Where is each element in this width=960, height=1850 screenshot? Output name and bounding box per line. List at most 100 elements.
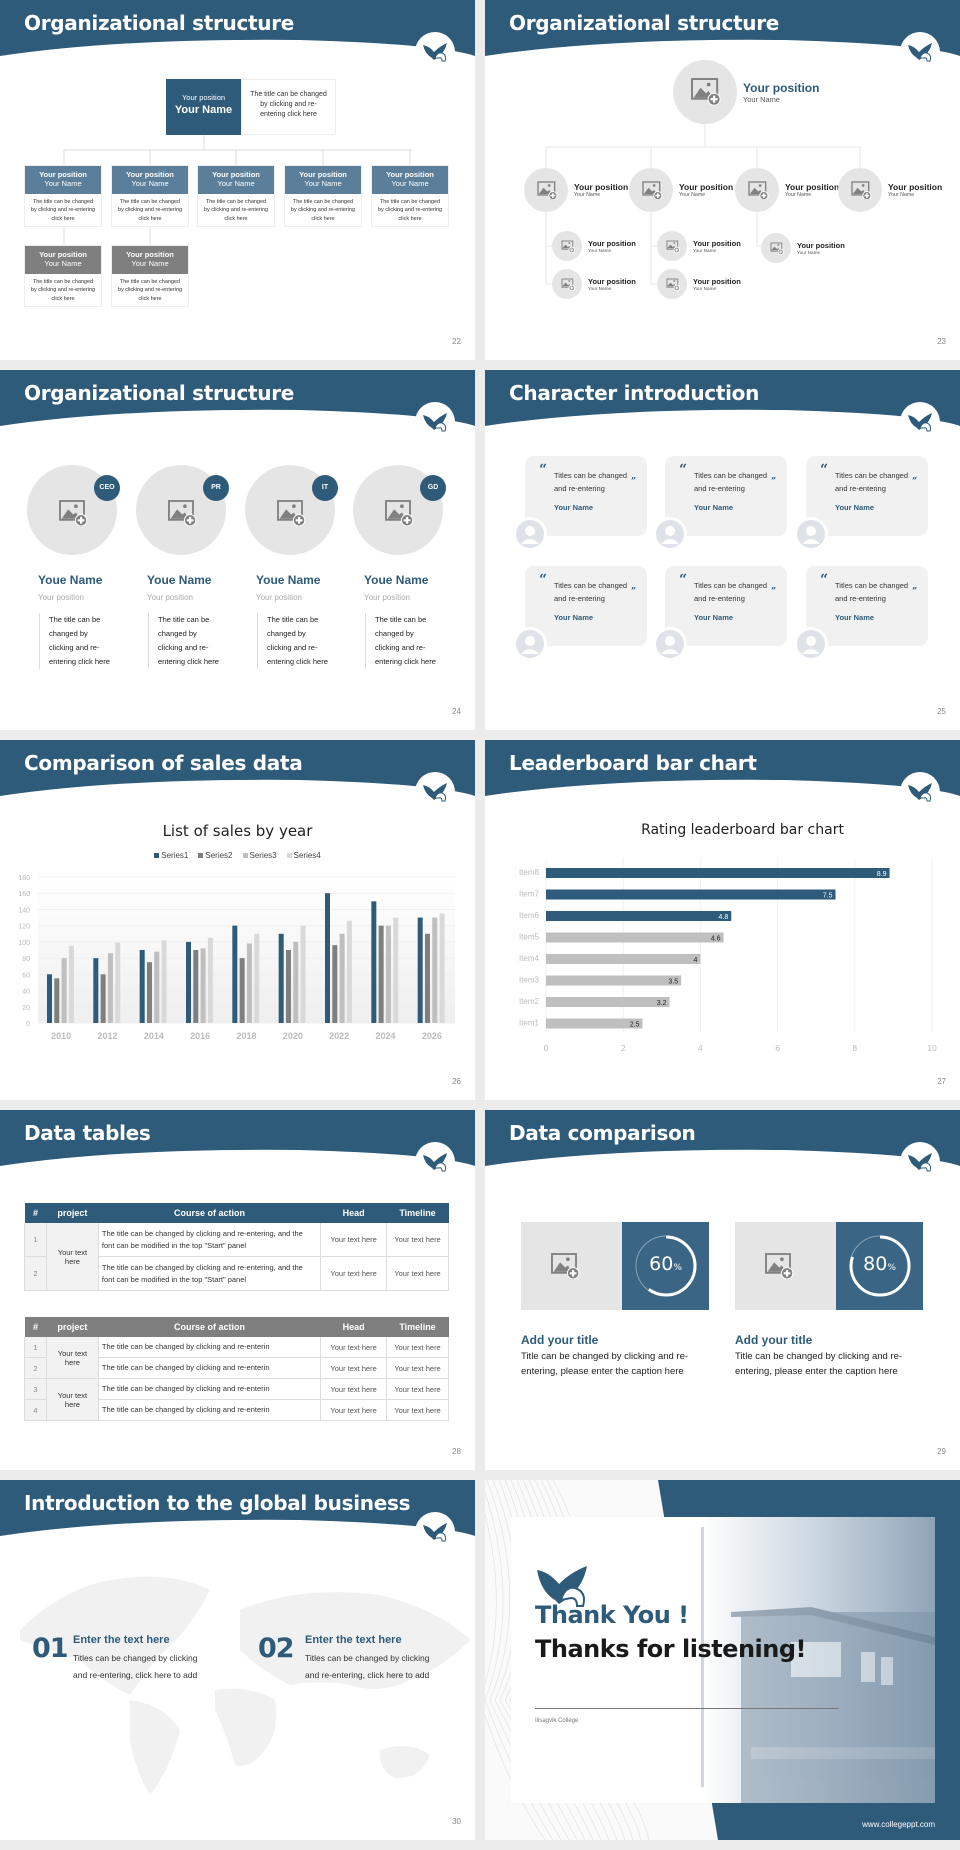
- bar-series4[interactable]: [346, 920, 352, 1023]
- org-card[interactable]: Your position Your Name The title can be c…: [111, 165, 189, 227]
- bar-series2[interactable]: [54, 978, 60, 1023]
- column-header[interactable]: Head: [342, 1321, 365, 1332]
- bar-series2[interactable]: [332, 945, 338, 1023]
- org-card[interactable]: Your position Your Name The title can be c…: [24, 165, 102, 227]
- bar-series2[interactable]: [100, 974, 106, 1023]
- photo-circle[interactable]: [761, 233, 791, 263]
- bar-series3[interactable]: [61, 958, 67, 1023]
- table-row[interactable]: 4 The title can be changed by clicking an…: [24, 1399, 449, 1421]
- photo-circle[interactable]: [629, 168, 673, 212]
- bar[interactable]: [546, 954, 701, 964]
- table-row[interactable]: 2 The title can be changed by clicking an…: [24, 1357, 449, 1379]
- bar-series4[interactable]: [254, 933, 260, 1023]
- photo-circle[interactable]: [657, 269, 687, 299]
- bar-series4[interactable]: [115, 942, 121, 1023]
- bar-series4[interactable]: [161, 940, 167, 1023]
- slide-24[interactable]: Organizational structure 24 CEO Youe Name Yo…: [0, 370, 475, 730]
- column-header[interactable]: Timeline: [399, 1207, 436, 1218]
- quote-card[interactable]: “ Titles can be changed and re-entering” Y…: [806, 566, 928, 646]
- table-row[interactable]: 2 The title can be changed by clicking an…: [24, 1256, 449, 1291]
- quote-card[interactable]: “ Titles can be changed and re-entering” Y…: [525, 566, 647, 646]
- photo-circle[interactable]: [838, 168, 882, 212]
- column-header[interactable]: Head: [342, 1207, 365, 1218]
- slide-26[interactable]: Comparison of sales data 26 List of sales …: [0, 740, 475, 1100]
- org-card[interactable]: Your position Your Name The title can be c…: [284, 165, 362, 227]
- bar-series1[interactable]: [371, 901, 377, 1023]
- org-card[interactable]: Your position Your Name The title can be c…: [24, 245, 102, 307]
- table-row[interactable]: 1 Your text here The title can be changed …: [24, 1336, 449, 1379]
- image-placeholder[interactable]: [735, 1222, 836, 1310]
- top-position-box[interactable]: Your position Your Name: [166, 79, 241, 135]
- bar-series3[interactable]: [385, 925, 391, 1023]
- photo-circle[interactable]: [657, 231, 687, 261]
- column-header[interactable]: #: [32, 1207, 38, 1218]
- bar-series4[interactable]: [439, 913, 445, 1024]
- photo-circle[interactable]: [673, 60, 737, 124]
- column-header[interactable]: Course of action: [174, 1207, 246, 1218]
- org-card[interactable]: Your position Your Name The title can be c…: [371, 165, 449, 227]
- quote-card[interactable]: “ Titles can be changed and re-entering” Y…: [806, 456, 928, 536]
- bar-series3[interactable]: [339, 933, 345, 1023]
- bar-series4[interactable]: [207, 937, 213, 1023]
- bar[interactable]: [546, 932, 724, 943]
- bar[interactable]: [546, 911, 732, 921]
- bar-series4[interactable]: [68, 945, 74, 1023]
- bar-series1[interactable]: [47, 974, 52, 1023]
- legend-item[interactable]: Series2: [198, 851, 233, 860]
- bar-series1[interactable]: [186, 941, 191, 1023]
- slide-31[interactable]: Thank You ! Thanks for listening! Ilisagvi…: [485, 1480, 960, 1840]
- table-row[interactable]: 1 Your text here The title can be changed …: [24, 1222, 449, 1291]
- column-header[interactable]: project: [57, 1321, 88, 1332]
- website-url[interactable]: www.collegeppt.com: [862, 1820, 935, 1829]
- bar[interactable]: [546, 997, 670, 1007]
- column-header[interactable]: #: [32, 1321, 38, 1332]
- image-placeholder[interactable]: [521, 1222, 622, 1310]
- legend-item[interactable]: Series3: [242, 851, 277, 860]
- bar[interactable]: [546, 868, 890, 878]
- bar-series2[interactable]: [239, 958, 245, 1023]
- column-header[interactable]: project: [57, 1207, 88, 1218]
- photo-circle[interactable]: [524, 168, 568, 212]
- bar-series1[interactable]: [93, 958, 99, 1023]
- bar-series1[interactable]: [417, 917, 423, 1023]
- legend-item[interactable]: Series4: [286, 851, 321, 860]
- bar-series2[interactable]: [193, 950, 199, 1023]
- bar-series1[interactable]: [232, 925, 238, 1023]
- bar[interactable]: [546, 1018, 643, 1029]
- photo-circle[interactable]: [735, 168, 779, 212]
- bar-series2[interactable]: [424, 933, 430, 1023]
- bar-series3[interactable]: [432, 917, 438, 1023]
- quote-card[interactable]: “ Titles can be changed and re-entering” Y…: [665, 456, 787, 536]
- bar-series2[interactable]: [146, 962, 152, 1023]
- bar-series4[interactable]: [300, 925, 306, 1023]
- quote-card[interactable]: “ Titles can be changed and re-entering” Y…: [665, 566, 787, 646]
- bar-series2[interactable]: [378, 925, 384, 1023]
- photo-circle[interactable]: [552, 269, 582, 299]
- column-header[interactable]: Course of action: [174, 1321, 246, 1332]
- bar-series1[interactable]: [139, 950, 145, 1023]
- bar-series3[interactable]: [246, 943, 252, 1023]
- slide-23[interactable]: Organizational structure 23 Your position Y…: [485, 0, 960, 360]
- slide-29[interactable]: Data comparison 29 60% Add your title Title …: [485, 1110, 960, 1470]
- slide-25[interactable]: Character introduction 25 “ Titles can be c…: [485, 370, 960, 730]
- bar-series4[interactable]: [393, 917, 399, 1023]
- org-card[interactable]: Your position Your Name The title can be c…: [197, 165, 275, 227]
- legend-item[interactable]: Series1: [154, 851, 188, 860]
- column-header[interactable]: Timeline: [399, 1321, 436, 1332]
- slide-27[interactable]: Leaderboard bar chart 27 Rating leaderboar…: [485, 740, 960, 1100]
- table-row[interactable]: 3 Your text here The title can be changed …: [24, 1378, 449, 1421]
- bar-series3[interactable]: [200, 948, 206, 1023]
- bar[interactable]: [546, 889, 836, 900]
- slide-22[interactable]: Organizational structure 22 Your position Y…: [0, 0, 475, 360]
- bar-series1[interactable]: [278, 933, 284, 1023]
- slide-30[interactable]: Introduction to the global business 30 01 E…: [0, 1480, 475, 1840]
- org-card[interactable]: Your position Your Name The title can be c…: [111, 245, 189, 307]
- photo-circle[interactable]: [552, 231, 582, 261]
- bar-series3[interactable]: [107, 953, 113, 1023]
- bar-series2[interactable]: [285, 950, 291, 1023]
- bar-series1[interactable]: [325, 893, 330, 1023]
- bar[interactable]: [546, 975, 682, 986]
- bar-series3[interactable]: [154, 951, 160, 1023]
- slide-28[interactable]: Data tables 28 # project Course of action Hea…: [0, 1110, 475, 1470]
- quote-card[interactable]: “ Titles can be changed and re-entering” Y…: [525, 456, 647, 536]
